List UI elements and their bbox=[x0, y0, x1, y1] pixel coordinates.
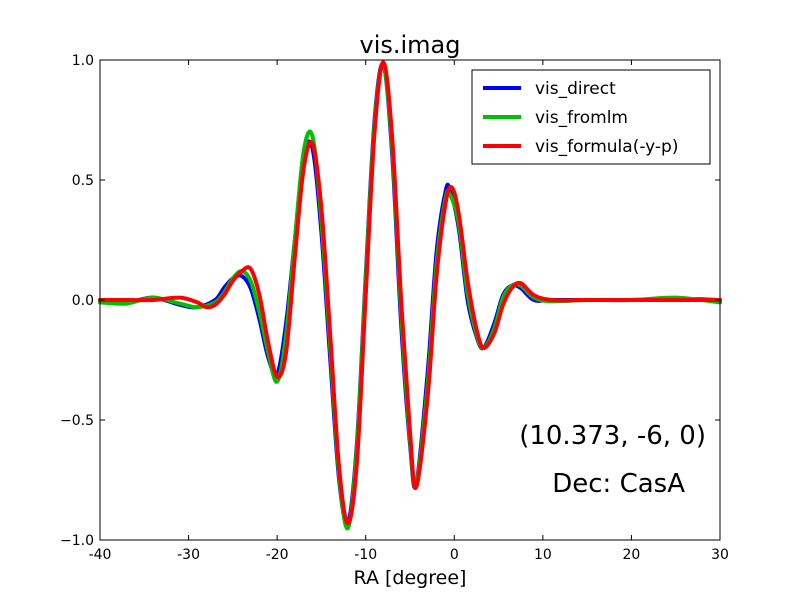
y-tick-label: −1.0 bbox=[60, 533, 94, 549]
x-tick-label: -10 bbox=[354, 547, 377, 563]
y-tick-label: 1.0 bbox=[72, 53, 94, 69]
legend: vis_direct vis_fromlm vis_formula(-y-p) bbox=[471, 69, 711, 165]
x-tick-label: 0 bbox=[450, 547, 459, 563]
legend-label-vis-formula: vis_formula(-y-p) bbox=[535, 137, 678, 157]
ticks-layer: -40 -30 -20 -10 0 10 20 30 −1.0 −0.5 0.0 0.5 1.0 bbox=[60, 53, 729, 563]
x-tick-label: -30 bbox=[177, 547, 200, 563]
series-layer bbox=[98, 60, 722, 531]
x-tick-label: -20 bbox=[266, 547, 289, 563]
x-tick-label: 30 bbox=[711, 547, 729, 563]
legend-label-vis-direct: vis_direct bbox=[535, 79, 616, 99]
x-tick-label: 20 bbox=[623, 547, 641, 563]
annotation-dec: Dec: CasA bbox=[552, 469, 685, 499]
legend-label-vis-fromlm: vis_fromlm bbox=[535, 108, 628, 128]
chart-title: vis.imag bbox=[360, 31, 461, 59]
y-tick-label: 0.5 bbox=[72, 173, 94, 189]
y-tick-label: −0.5 bbox=[60, 413, 94, 429]
y-tick-label: 0.0 bbox=[72, 293, 94, 309]
x-tick-label: 10 bbox=[534, 547, 552, 563]
series-line-vis-formula-y-p bbox=[98, 60, 722, 526]
plot-frame bbox=[99, 59, 721, 541]
x-tick-label: -40 bbox=[89, 547, 112, 563]
annotation-coordinates: (10.373, -6, 0) bbox=[519, 421, 706, 451]
x-axis-label: RA [degree] bbox=[354, 567, 467, 589]
